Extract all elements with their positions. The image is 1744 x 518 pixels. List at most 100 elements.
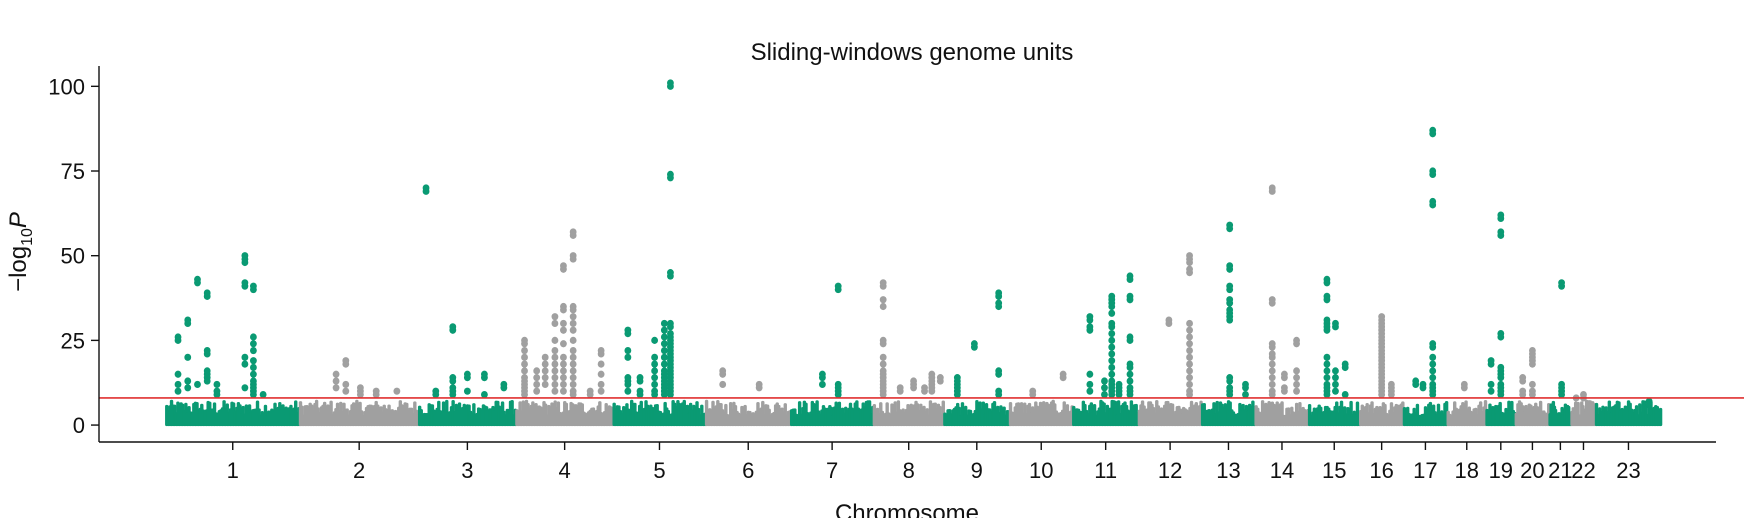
chromosome-9-points [943, 400, 1011, 427]
data-point [921, 387, 928, 395]
data-point [1429, 130, 1437, 138]
data-point [521, 360, 528, 368]
chromosome-13-points [1200, 400, 1257, 427]
y-tick-label: 75 [61, 159, 85, 184]
data-point [1497, 390, 1505, 399]
x-tick-label: 22 [1571, 458, 1595, 483]
data-point [667, 390, 674, 399]
data-point [1086, 316, 1094, 324]
data-point [250, 370, 257, 378]
data-point [560, 387, 567, 395]
data-point [624, 380, 632, 389]
data-point [560, 353, 567, 361]
data-point [1186, 346, 1193, 355]
data-point [174, 380, 182, 389]
data-point [1332, 374, 1339, 382]
data-point [1487, 380, 1495, 389]
data-point [356, 390, 364, 399]
data-point [560, 380, 567, 389]
data-point [1429, 374, 1437, 382]
x-tick-label: 9 [971, 458, 983, 483]
data-point [651, 353, 659, 361]
data-point [667, 82, 674, 90]
data-point [1226, 299, 1234, 307]
data-point [250, 363, 257, 372]
data-point [1293, 380, 1300, 389]
data-point [1029, 390, 1037, 399]
data-point [533, 387, 541, 395]
data-point [1186, 333, 1193, 341]
data-point [1186, 374, 1193, 382]
data-point [569, 353, 577, 361]
data-point [667, 272, 674, 280]
data-point [1323, 326, 1331, 334]
data-point [1429, 390, 1437, 399]
data-point [1341, 390, 1349, 399]
data-point [818, 374, 826, 382]
data-point [551, 313, 559, 321]
chromosome-4-points [515, 399, 615, 427]
x-tick-label: 2 [353, 458, 365, 483]
data-point [203, 350, 211, 358]
data-point [597, 387, 605, 395]
data-point [1086, 380, 1094, 389]
chromosome-7-points [789, 400, 875, 427]
data-point [1268, 353, 1276, 361]
data-point [569, 374, 577, 382]
data-point [1419, 384, 1427, 392]
data-point [521, 367, 528, 375]
data-point [1226, 285, 1234, 294]
data-point [995, 390, 1003, 399]
x-tick-label: 14 [1270, 458, 1294, 483]
data-point [463, 374, 471, 382]
data-point [586, 390, 594, 399]
data-point [1101, 377, 1108, 385]
data-point [250, 346, 257, 355]
chromosome-15-points [1307, 400, 1361, 427]
data-point [1108, 357, 1116, 365]
x-tick-label: 19 [1489, 458, 1513, 483]
data-point [1519, 390, 1527, 399]
x-axis-label: Chromosome [835, 500, 979, 518]
data-point [1497, 333, 1505, 341]
data-point [1268, 299, 1276, 307]
data-point [660, 326, 668, 334]
data-point [213, 390, 221, 399]
data-point [1108, 350, 1116, 358]
data-point [624, 387, 632, 395]
data-point [393, 387, 401, 395]
data-point [879, 360, 887, 368]
data-point [521, 390, 528, 399]
data-point [541, 367, 549, 375]
data-point [521, 353, 528, 361]
data-point [1108, 390, 1116, 399]
data-point [521, 340, 528, 348]
data-point [1226, 377, 1234, 385]
data-point [241, 282, 249, 290]
data-point [834, 285, 842, 294]
data-point [995, 292, 1003, 300]
data-point [449, 390, 457, 399]
data-point [834, 390, 842, 399]
data-point [551, 387, 559, 395]
data-point [1086, 326, 1094, 334]
data-point [1323, 360, 1331, 368]
data-point [560, 374, 567, 382]
data-point [1529, 360, 1536, 368]
data-point [879, 353, 887, 361]
data-point [910, 384, 917, 392]
data-point [1268, 380, 1276, 389]
data-point [569, 336, 577, 344]
y-axis-label: −log10P [5, 212, 36, 292]
data-point [1165, 319, 1173, 328]
data-point [551, 374, 559, 382]
data-point [1378, 390, 1386, 399]
data-point [174, 370, 182, 378]
data-point [1226, 390, 1234, 399]
data-point [879, 340, 887, 348]
data-point [541, 374, 549, 382]
data-point [660, 390, 668, 399]
chromosome-16-points [1358, 401, 1405, 427]
data-point [1108, 330, 1116, 338]
